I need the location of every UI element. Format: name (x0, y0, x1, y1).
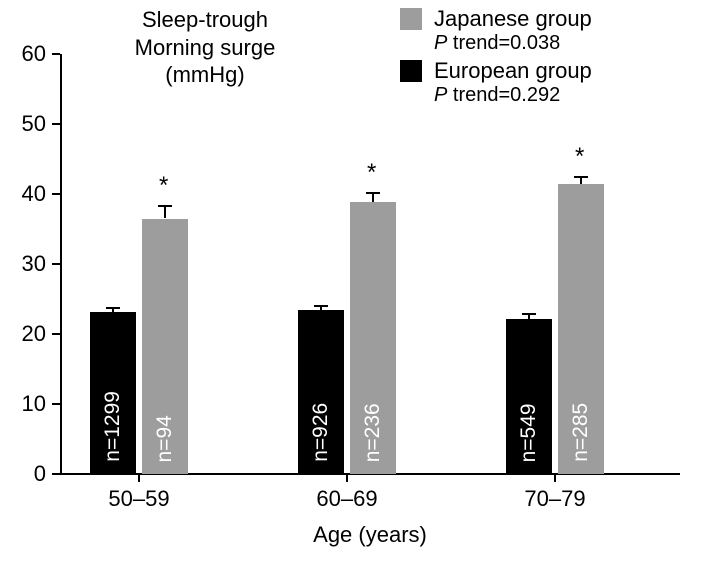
significance-star: * (159, 172, 168, 200)
y-tick (52, 123, 60, 125)
y-tick-label: 10 (0, 391, 46, 417)
bar-n-label: n=1299 (101, 324, 125, 462)
error-bar-stem (372, 193, 374, 201)
y-tick-label: 20 (0, 321, 46, 347)
y-tick-label: 30 (0, 251, 46, 277)
y-tick-label: 0 (0, 461, 46, 487)
bar-n-label: n=94 (153, 231, 177, 463)
chart-root: n=1299n=94*n=926n=236*n=549n=285*n=112n=… (0, 0, 710, 563)
legend-label: European group (434, 58, 592, 84)
x-tick-label: 70–79 (495, 486, 615, 512)
error-bar-stem (580, 177, 582, 185)
x-tick-label: 50–59 (79, 486, 199, 512)
y-tick-label: 40 (0, 181, 46, 207)
significance-star: * (367, 159, 376, 187)
y-tick (52, 333, 60, 335)
y-tick-label: 60 (0, 41, 46, 67)
x-tick (554, 474, 556, 482)
y-tick (52, 403, 60, 405)
significance-star: * (575, 143, 584, 171)
bar-n-label: n=549 (517, 331, 541, 462)
y-tick (52, 53, 60, 55)
bar-n-label: n=236 (361, 214, 385, 462)
x-tick (346, 474, 348, 482)
error-bar-cap (574, 176, 588, 178)
y-tick (52, 193, 60, 195)
plot-area: n=1299n=94*n=926n=236*n=549n=285*n=112n=… (60, 54, 680, 474)
error-bar-cap (314, 305, 328, 307)
x-tick-label: 60–69 (287, 486, 407, 512)
y-axis-line (60, 54, 62, 474)
error-bar-cap (106, 307, 120, 309)
bar-n-label: n=926 (309, 322, 333, 462)
x-axis-title: Age (years) (60, 522, 680, 548)
legend-swatch (400, 60, 422, 82)
bar-n-label: n=285 (569, 196, 593, 462)
x-tick-label: ≥80 (703, 486, 710, 512)
legend-sub: P trend=0.038 (434, 32, 560, 55)
y-tick (52, 473, 60, 475)
x-tick (138, 474, 140, 482)
y-tick-label: 50 (0, 111, 46, 137)
legend-sub: P trend=0.292 (434, 84, 560, 107)
error-bar-stem (164, 206, 166, 219)
legend-label: Japanese group (434, 6, 592, 32)
error-bar-cap (158, 205, 172, 207)
error-bar-cap (366, 192, 380, 194)
y-tick (52, 263, 60, 265)
y-axis-title: Sleep-trough Morning surge (mmHg) (85, 6, 325, 89)
error-bar-cap (522, 313, 536, 315)
legend-swatch (400, 8, 422, 30)
